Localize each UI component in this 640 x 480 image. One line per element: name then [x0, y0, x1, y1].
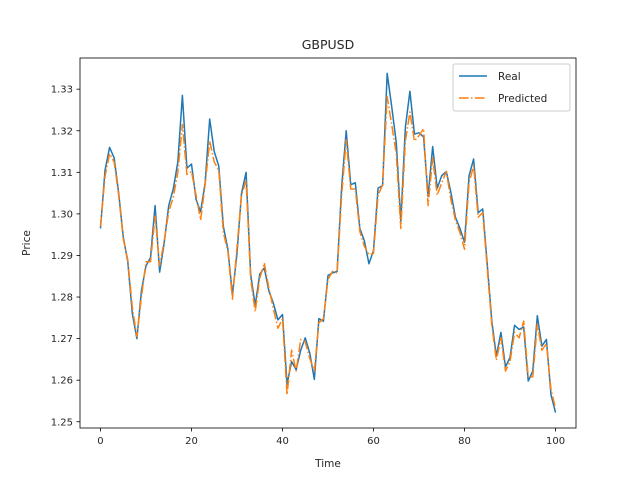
series-line-predicted	[99, 95, 557, 409]
x-tick-label: 80	[458, 436, 471, 447]
x-tick-label: 40	[276, 436, 289, 447]
y-tick-label: 1.26	[51, 376, 73, 387]
axes-layer: 0 20 40 60 80 100 1.25 1.26 1.27 1.28 1.29 1.30 1.31…	[51, 57, 577, 447]
x-tick-label: 20	[185, 436, 198, 447]
x-tick-label: 60	[367, 436, 380, 447]
y-tick-label: 1.31	[51, 168, 73, 179]
y-tick-label: 1.30	[51, 209, 73, 220]
legend-label-real: Real	[498, 71, 521, 83]
y-tick-label: 1.29	[51, 251, 73, 262]
y-tick-label: 1.25	[51, 417, 73, 428]
series-line-real	[99, 72, 557, 413]
y-tick-label: 1.28	[51, 293, 73, 304]
y-tick-label: 1.27	[51, 334, 73, 345]
plot-layer	[99, 72, 557, 413]
axes-frame	[79, 57, 577, 429]
y-axis-label: Price	[21, 230, 33, 256]
x-axis-label: Time	[314, 458, 341, 470]
x-tick-label: 100	[546, 436, 565, 447]
chart-title: GBPUSD	[302, 37, 355, 52]
y-tick-label: 1.33	[51, 85, 73, 96]
legend-label-predicted: Predicted	[498, 93, 547, 105]
chart-legend: Real Predicted	[452, 63, 571, 112]
x-tick-label: 0	[97, 436, 103, 447]
y-tick-label: 1.32	[51, 126, 73, 137]
